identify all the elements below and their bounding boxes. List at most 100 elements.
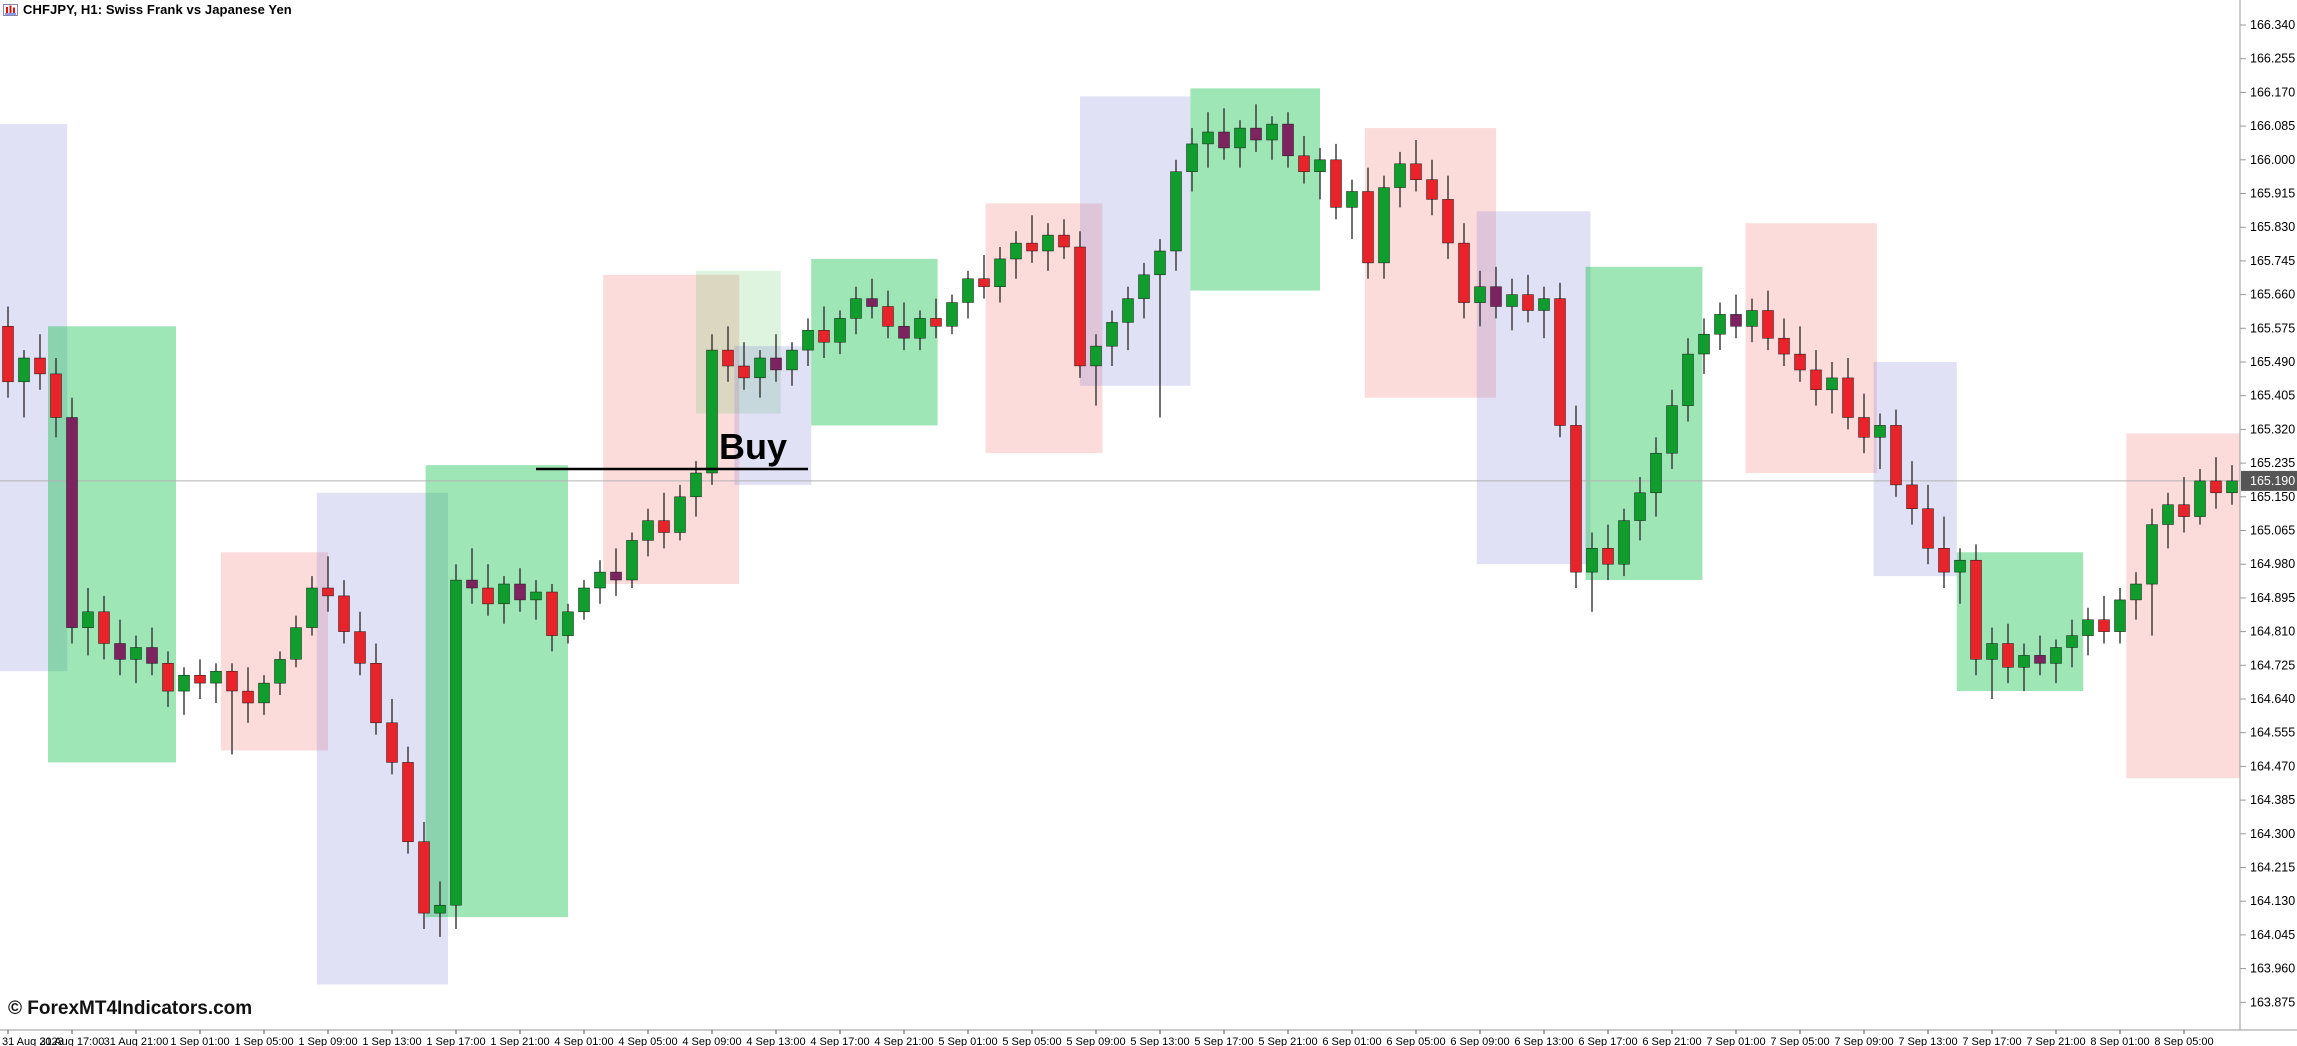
price-tick-label: 165.235 [2250, 456, 2295, 470]
candle [418, 821, 430, 929]
candle [1570, 405, 1582, 588]
candle [1138, 262, 1150, 319]
candle [322, 556, 334, 612]
candle [210, 663, 222, 703]
time-label: 7 Sep 05:00 [1770, 1036, 1829, 1046]
candle [1218, 108, 1230, 160]
time-label: 7 Sep 13:00 [1898, 1036, 1957, 1046]
time-label: 7 Sep 17:00 [1962, 1036, 2021, 1046]
price-tick-label: 165.150 [2250, 490, 2295, 504]
price-tick-label: 165.065 [2250, 524, 2295, 538]
candle [802, 318, 814, 366]
candle [1858, 393, 1870, 454]
candle [2130, 572, 2142, 620]
candle [1602, 524, 1614, 581]
candle [946, 294, 958, 335]
candle [290, 615, 302, 668]
price-tick-label: 164.810 [2250, 625, 2295, 639]
candle [434, 881, 446, 937]
price-tick-label: 165.915 [2250, 187, 2295, 201]
candle [1826, 362, 1838, 414]
candle [962, 270, 974, 319]
candle [882, 290, 894, 339]
candle [770, 334, 782, 382]
candle [546, 584, 558, 652]
time-label: 7 Sep 21:00 [2026, 1036, 2085, 1046]
candle [1170, 159, 1182, 271]
candle [722, 326, 734, 382]
candle [402, 746, 414, 854]
zone-red [1745, 223, 1877, 473]
candle [466, 548, 478, 604]
candle [2050, 639, 2062, 684]
candle [258, 675, 270, 715]
price-tick-label: 165.745 [2250, 254, 2295, 268]
candle [1122, 286, 1134, 351]
time-label: 1 Sep 01:00 [170, 1036, 229, 1046]
current-price-label: 165.190 [2241, 470, 2297, 491]
candle [1938, 516, 1950, 588]
candle [530, 580, 542, 620]
candle [2114, 588, 2126, 644]
candle [2210, 457, 2222, 509]
candle [1746, 298, 1758, 343]
candle [18, 350, 30, 418]
candle [2034, 635, 2046, 676]
candle [370, 643, 382, 735]
candle [1250, 104, 1262, 152]
time-label: 8 Sep 05:00 [2154, 1036, 2213, 1046]
price-axis[interactable]: 166.340 166.255 166.170 166.085 166.000 165.9… [2239, 0, 2297, 1030]
price-tick-label: 164.385 [2250, 793, 2295, 807]
candle [1986, 627, 1998, 699]
candle [914, 310, 926, 351]
candle [738, 342, 750, 390]
candle [1058, 219, 1070, 259]
candle [1682, 338, 1694, 422]
candle [1074, 231, 1086, 378]
candle [1922, 484, 1934, 565]
candle [1362, 167, 1374, 279]
candle [66, 397, 78, 644]
candle [690, 461, 702, 517]
price-tick-label: 164.045 [2250, 928, 2295, 942]
candle [674, 484, 686, 541]
buy-signal-label: Buy [719, 426, 787, 467]
candle [338, 580, 350, 644]
candle [50, 358, 62, 438]
candle [1650, 437, 1662, 517]
candle [226, 663, 238, 755]
candle [1314, 147, 1326, 200]
candle [818, 306, 830, 358]
candle [1890, 409, 1902, 497]
time-label: 6 Sep 09:00 [1450, 1036, 1509, 1046]
candle [1346, 179, 1358, 240]
time-label: 7 Sep 01:00 [1706, 1036, 1765, 1046]
time-label: 4 Sep 01:00 [554, 1036, 613, 1046]
candle [2002, 623, 2014, 684]
candle [930, 298, 942, 339]
candle [2098, 595, 2110, 644]
candle [1762, 290, 1774, 351]
candle [1778, 318, 1790, 366]
time-label: 5 Sep 13:00 [1130, 1036, 1189, 1046]
candle [1954, 548, 1966, 604]
candle [1490, 266, 1502, 319]
candle [498, 576, 510, 624]
candle [1842, 358, 1854, 430]
candle [1026, 215, 1038, 263]
zone-green [1190, 88, 1320, 291]
candle [898, 302, 910, 351]
price-tick-label: 166.255 [2250, 52, 2295, 66]
candle [194, 659, 206, 699]
price-tick-label: 164.725 [2250, 658, 2295, 672]
candle [1794, 326, 1806, 382]
candle [1906, 461, 1918, 525]
candle [178, 667, 190, 715]
candle [2, 306, 14, 398]
price-tick-label: 166.000 [2250, 153, 2295, 167]
candle [1186, 128, 1198, 192]
candle [82, 588, 94, 656]
candle [1090, 334, 1102, 406]
